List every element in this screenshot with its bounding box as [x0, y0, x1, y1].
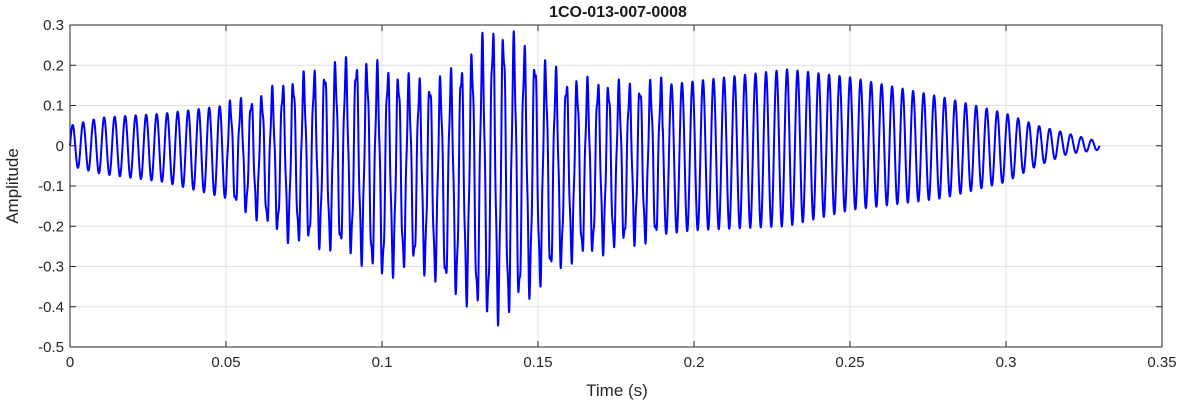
x-tick-label: 0.25: [835, 354, 864, 371]
y-axis-label: Amplitude: [3, 148, 22, 224]
x-tick-label: 0.2: [684, 354, 705, 371]
y-tick-label: 0.2: [43, 57, 64, 74]
chart-title: 1CO-013-007-0008: [549, 4, 687, 21]
y-tick-label: -0.4: [38, 299, 64, 316]
y-tick-label: -0.2: [38, 218, 64, 235]
x-tick-label: 0.35: [1147, 354, 1176, 371]
x-tick-labels: 0 0.05 0.1 0.15 0.2 0.25 0.3 0.35: [66, 354, 1177, 371]
tick-marks: [69, 24, 1163, 348]
y-tick-label: 0.3: [43, 17, 64, 34]
y-tick-label: 0: [56, 138, 64, 155]
y-tick-label: -0.3: [38, 259, 64, 276]
x-axis-label: Time (s): [586, 381, 648, 400]
y-tick-label: -0.5: [38, 339, 64, 356]
x-tick-label: 0: [66, 354, 74, 371]
x-tick-label: 0.3: [996, 354, 1017, 371]
x-tick-label: 0.05: [211, 354, 240, 371]
x-tick-label: 0.15: [523, 354, 552, 371]
x-tick-label: 0.1: [372, 354, 393, 371]
y-tick-label: -0.1: [38, 178, 64, 195]
waveform-series: [69, 30, 1101, 327]
y-tick-label: 0.1: [43, 98, 64, 115]
waveform-line: [69, 30, 1101, 327]
y-tick-labels: -0.5 -0.4 -0.3 -0.2 -0.1 0 0.1 0.2 0.3: [38, 17, 64, 356]
